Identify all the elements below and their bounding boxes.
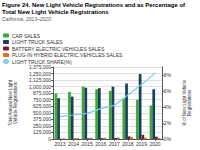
svg-text:Registrations: Registrations <box>187 89 192 116</box>
svg-text:BATTERY ELECTRIC VEHICLES SALE: BATTERY ELECTRIC VEHICLES SALES <box>12 46 105 52</box>
svg-text:PLUG-IN HYBRID ELECTRIC VEHICL: PLUG-IN HYBRID ELECTRIC VEHICLES SALES <box>12 52 123 58</box>
svg-text:2013: 2013 <box>54 141 65 147</box>
svg-text:625,000: 625,000 <box>33 103 51 109</box>
svg-text:2018: 2018 <box>122 141 133 147</box>
svg-text:250,000: 250,000 <box>33 123 51 129</box>
svg-text:8%: 8% <box>164 72 172 78</box>
svg-text:1,000,000: 1,000,000 <box>29 84 51 90</box>
svg-text:1,250,000: 1,250,000 <box>29 71 51 77</box>
svg-text:California, 2013–2020: California, 2013–2020 <box>2 16 51 22</box>
svg-text:2016: 2016 <box>95 141 106 147</box>
svg-text:2014: 2014 <box>68 141 79 147</box>
svg-text:500,000: 500,000 <box>33 110 51 116</box>
svg-text:LIGHT TRUCK SHARE(%): LIGHT TRUCK SHARE(%) <box>12 59 72 65</box>
svg-text:2020: 2020 <box>150 141 161 147</box>
svg-text:Figure 24. New Light Vehicle R: Figure 24. New Light Vehicle Registratio… <box>2 2 186 8</box>
svg-text:Total New Light Vehicle Regist: Total New Light Vehicle Registrations <box>2 9 109 15</box>
svg-text:Total Annual New Light: Total Annual New Light <box>8 80 13 126</box>
svg-text:CAR SALES: CAR SALES <box>12 33 41 39</box>
svg-text:Vehicle Registrations: Vehicle Registrations <box>13 81 18 124</box>
svg-text:4%: 4% <box>164 104 172 110</box>
svg-text:0%: 0% <box>164 136 172 142</box>
svg-text:1,375,000: 1,375,000 <box>29 64 51 70</box>
svg-text:2017: 2017 <box>109 141 120 147</box>
svg-text:6%: 6% <box>164 88 172 94</box>
svg-text:% of New Light Vehicle: % of New Light Vehicle <box>182 80 187 126</box>
svg-text:1,125,000: 1,125,000 <box>29 77 51 83</box>
svg-text:125,000: 125,000 <box>33 129 51 135</box>
svg-text:375,000: 375,000 <box>33 116 51 122</box>
svg-text:2%: 2% <box>164 120 172 126</box>
svg-text:0: 0 <box>48 136 51 142</box>
svg-text:2015: 2015 <box>82 141 93 147</box>
svg-text:875,000: 875,000 <box>33 90 51 96</box>
svg-text:750,000: 750,000 <box>33 97 51 103</box>
svg-text:2019: 2019 <box>136 141 147 147</box>
svg-text:LIGHT TRUCK SALES: LIGHT TRUCK SALES <box>12 39 63 45</box>
